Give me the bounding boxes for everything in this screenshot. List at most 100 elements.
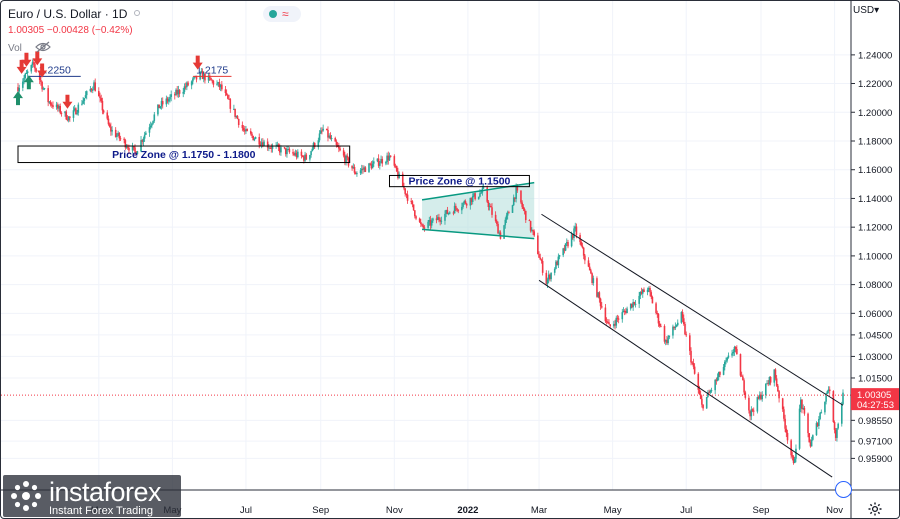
candle: [327, 126, 329, 142]
candle: [183, 83, 186, 95]
candle-body: [98, 91, 100, 97]
candle: [498, 230, 501, 236]
candle: [246, 128, 248, 132]
last-price-value: 1.00305: [857, 390, 891, 401]
candle-body: [69, 116, 71, 118]
candle: [550, 272, 552, 282]
candle: [107, 115, 110, 126]
candle: [25, 69, 28, 75]
candle-body: [810, 439, 813, 447]
candle-body: [832, 391, 835, 423]
price-axis[interactable]: 1.24000 1.22000 1.20000 1.18000 1.16000 1.140…: [850, 1, 899, 518]
candle: [504, 217, 507, 229]
candle-body: [521, 202, 523, 207]
candle-body: [294, 152, 297, 156]
candle-body: [72, 110, 75, 118]
candle-body: [570, 234, 573, 247]
candle-body: [761, 395, 763, 400]
candle-body: [148, 127, 151, 133]
candle: [84, 91, 87, 99]
candle: [488, 203, 491, 211]
candle: [354, 171, 357, 175]
candle: [158, 104, 160, 109]
candle: [221, 80, 223, 92]
candle-body: [30, 65, 33, 72]
candle: [709, 389, 712, 394]
candle-body: [465, 203, 468, 206]
candle: [393, 154, 396, 168]
candle-body: [106, 112, 109, 119]
candle: [218, 78, 221, 91]
candle-body: [414, 210, 416, 217]
candle: [456, 207, 458, 212]
candle-body: [803, 407, 806, 414]
candle: [632, 298, 634, 311]
candle: [824, 401, 826, 415]
market-status-badge[interactable]: ≈: [263, 6, 301, 22]
candle-body: [411, 201, 414, 205]
candle: [420, 218, 422, 228]
candle: [26, 69, 29, 77]
candle-body: [385, 162, 387, 164]
candle: [415, 215, 417, 221]
candle-body: [760, 394, 762, 400]
candle-body: [436, 217, 439, 221]
candle-body: [736, 348, 738, 355]
candle: [791, 451, 794, 461]
candle-body: [418, 218, 421, 222]
candle: [395, 165, 398, 173]
candle-body: [158, 104, 160, 109]
candle: [842, 389, 844, 405]
candle: [621, 308, 624, 323]
candle: [346, 153, 349, 161]
candle-body: [562, 248, 564, 256]
gear-icon[interactable]: [867, 501, 883, 517]
candle-body: [187, 82, 189, 86]
candle: [123, 137, 125, 144]
market-open-icon: [269, 10, 277, 18]
time-tick-label: Nov: [386, 505, 403, 516]
candle-body: [605, 321, 608, 323]
candle: [305, 152, 308, 161]
candle: [98, 87, 100, 97]
candle-body: [415, 216, 417, 219]
candle: [537, 232, 539, 255]
candle: [414, 210, 416, 219]
candle-body: [216, 83, 218, 85]
candle: [175, 88, 177, 96]
candle: [300, 149, 303, 159]
currency-dropdown[interactable]: USD▾: [853, 5, 880, 16]
candle: [522, 204, 525, 212]
candle: [283, 147, 286, 150]
candle-body: [708, 392, 710, 394]
candle: [778, 390, 780, 403]
down-arrow-icon: [16, 59, 27, 74]
candle: [769, 376, 772, 386]
candle-body: [658, 323, 661, 326]
hide-eye-icon[interactable]: [35, 41, 51, 53]
candle: [834, 428, 837, 441]
symbol-title[interactable]: Euro / U.S. Dollar · 1D: [8, 7, 128, 21]
candle: [237, 118, 240, 128]
candle-body: [565, 242, 568, 244]
candle-body: [102, 110, 105, 113]
candle-body: [447, 212, 450, 214]
candle-body: [716, 377, 719, 381]
candle-body: [353, 166, 356, 173]
candle: [94, 78, 96, 92]
candle-body: [807, 413, 809, 434]
candle-body: [698, 389, 701, 395]
candle-body: [300, 151, 303, 156]
candle: [689, 332, 691, 356]
down-arrow-icon: [37, 63, 48, 78]
candle: [49, 100, 52, 107]
candle-body: [284, 148, 287, 155]
tradingview-logo[interactable]: [835, 481, 852, 498]
instaforex-logo-icon: [11, 481, 41, 511]
watermark-brand: instaforex: [49, 477, 162, 507]
candle-body: [699, 394, 702, 399]
candle: [580, 239, 583, 247]
candle: [342, 147, 345, 158]
candle-body: [540, 259, 543, 261]
